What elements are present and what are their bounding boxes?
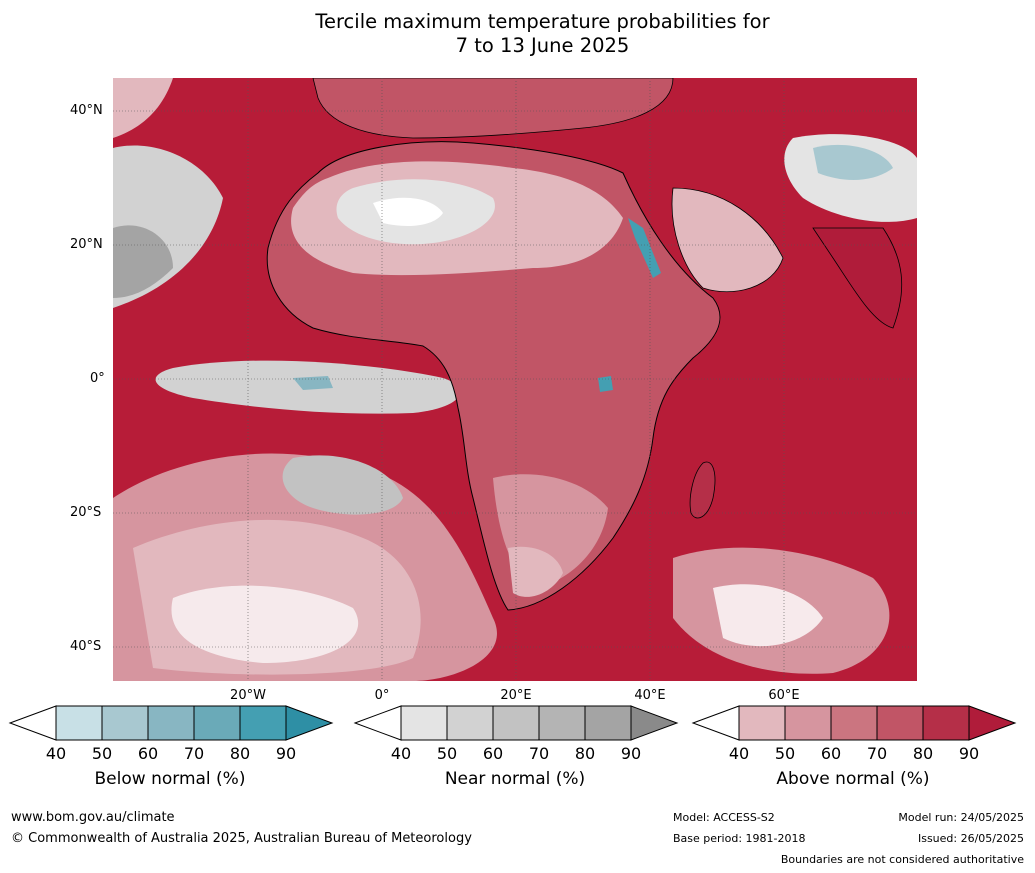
colorbar-low-extend xyxy=(691,705,740,741)
lat-label-0: 0° xyxy=(90,371,105,386)
footer-model: Model: ACCESS-S2 xyxy=(673,811,775,824)
lon-label-20e: 20°E xyxy=(500,688,532,703)
colorbar-tick-label: 50 xyxy=(436,744,458,763)
colorbar-high-extend xyxy=(630,705,679,741)
graticule xyxy=(113,78,917,681)
europe-landmass xyxy=(312,78,674,139)
colorbar-tick-label: 40 xyxy=(728,744,750,763)
map-canvas xyxy=(113,78,917,681)
map-title-line1: Tercile maximum temperature probabilitie… xyxy=(315,10,770,33)
lake-victoria-blue xyxy=(598,376,613,392)
arabia-pale xyxy=(671,187,784,293)
colorbar-segment xyxy=(239,705,287,741)
colorbar-low-extend xyxy=(8,705,57,741)
colorbar-tick-label: 90 xyxy=(275,744,297,763)
colorbar-segment xyxy=(446,705,494,741)
south-africa-white xyxy=(508,546,563,597)
colorbar-tick-label: 80 xyxy=(229,744,251,763)
lon-label-20w: 20°W xyxy=(230,688,266,703)
atlantic-south-white xyxy=(171,585,359,663)
colorbar-tick-label: 60 xyxy=(482,744,504,763)
footer-base-period: Base period: 1981-2018 xyxy=(673,832,806,845)
colorbar-segment xyxy=(193,705,241,741)
probability-map xyxy=(113,78,917,681)
footer-model-run: Model run: 24/05/2025 xyxy=(898,811,1024,824)
colorbar-segment xyxy=(922,705,970,741)
lat-label-40n: 40°N xyxy=(70,103,103,118)
colorbar-tick-label: 40 xyxy=(45,744,67,763)
madagascar xyxy=(689,461,716,519)
north-atlantic-pale xyxy=(113,78,173,138)
central-asia-blue xyxy=(813,144,893,180)
colorbar-near-normal xyxy=(353,705,679,741)
colorbar-below-normal xyxy=(8,705,334,741)
lat-label-20n: 20°N xyxy=(70,237,103,252)
colorbar-tick-label: 50 xyxy=(774,744,796,763)
footer-copyright: © Commonwealth of Australia 2025, Austra… xyxy=(11,831,472,846)
colorbar-segment xyxy=(784,705,832,741)
footer-url: www.bom.gov.au/climate xyxy=(11,810,175,825)
colorbar-label-below: Below normal (%) xyxy=(94,769,246,789)
south-atlantic-blue-patch xyxy=(293,376,333,390)
colorbar-segment xyxy=(876,705,924,741)
lon-label-0: 0° xyxy=(374,688,390,703)
indian-ocean-white-south xyxy=(713,584,823,647)
south-atlantic-grey-patch xyxy=(282,455,403,515)
footer-issued: Issued: 26/05/2025 xyxy=(917,832,1024,845)
colorbar-low-extend xyxy=(353,705,402,741)
colorbar-segment xyxy=(147,705,195,741)
north-atlantic-dark-grey xyxy=(113,225,173,298)
colorbar-tick-label: 90 xyxy=(620,744,642,763)
colorbar-tick-label: 70 xyxy=(183,744,205,763)
india-landmass xyxy=(812,227,903,329)
colorbar-tick-label: 70 xyxy=(866,744,888,763)
colorbar-label-above: Above normal (%) xyxy=(776,769,930,789)
lon-label-40e: 40°E xyxy=(634,688,666,703)
colorbar-segment xyxy=(55,705,103,741)
map-title-line2: 7 to 13 June 2025 xyxy=(455,34,630,57)
sahara-white xyxy=(373,197,443,226)
colorbar-label-near: Near normal (%) xyxy=(444,769,586,789)
colorbar-segment xyxy=(738,705,786,741)
colorbar-segment xyxy=(492,705,540,741)
colorbar-segment xyxy=(830,705,878,741)
colorbars xyxy=(8,705,1017,741)
colorbar-segment xyxy=(538,705,586,741)
colorbar-high-extend xyxy=(968,705,1017,741)
colorbar-tick-label: 50 xyxy=(91,744,113,763)
colorbar-high-extend xyxy=(285,705,334,741)
lat-label-40s: 40°S xyxy=(70,639,102,654)
red-sea-blue xyxy=(628,218,661,278)
colorbar-tick-label: 60 xyxy=(137,744,159,763)
colorbar-tick-label: 70 xyxy=(528,744,550,763)
lat-label-20s: 20°S xyxy=(70,505,102,520)
lon-label-60e: 60°E xyxy=(768,688,800,703)
colorbar-tick-label: 80 xyxy=(574,744,596,763)
colorbar-segment xyxy=(584,705,632,741)
footer-disclaimer: Boundaries are not considered authoritat… xyxy=(780,853,1024,866)
colorbar-segment xyxy=(101,705,149,741)
colorbar-tick-label: 90 xyxy=(958,744,980,763)
colorbar-tick-label: 80 xyxy=(912,744,934,763)
colorbar-segment xyxy=(400,705,448,741)
colorbar-tick-label: 40 xyxy=(390,744,412,763)
colorbar-above-normal xyxy=(691,705,1017,741)
colorbar-tick-label: 60 xyxy=(820,744,842,763)
